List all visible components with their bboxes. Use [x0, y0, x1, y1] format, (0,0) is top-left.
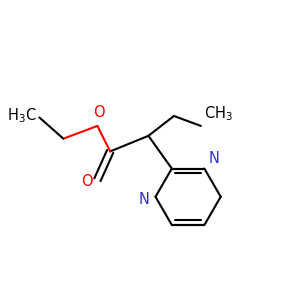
Text: O: O [82, 174, 93, 189]
Text: O: O [93, 105, 105, 120]
Text: N: N [139, 192, 150, 207]
Text: H$_3$C: H$_3$C [7, 106, 37, 125]
Text: CH$_3$: CH$_3$ [204, 104, 233, 123]
Text: N: N [209, 151, 220, 166]
